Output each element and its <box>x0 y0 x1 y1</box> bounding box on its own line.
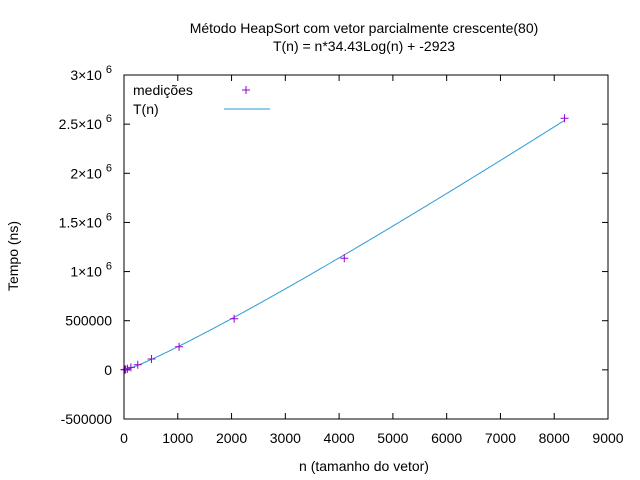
fit-line <box>123 119 565 371</box>
y-tick-label: 3×10 6 <box>70 64 112 83</box>
y-tick-mantissa: 1.5×10 <box>59 214 102 230</box>
y-tick-exponent: 6 <box>106 162 112 174</box>
y-tick-label: 2×10 6 <box>70 162 112 181</box>
x-tick-label: 5000 <box>377 430 408 446</box>
x-tick-label: 4000 <box>324 430 355 446</box>
x-tick-label: 8000 <box>539 430 570 446</box>
data-point <box>175 342 184 351</box>
axis-ticks <box>123 74 609 420</box>
y-tick-exponent: 6 <box>106 113 112 125</box>
data-point <box>121 365 130 374</box>
legend-marker-medicoes <box>242 86 250 94</box>
y-tick-mantissa: 3×10 <box>70 67 102 83</box>
data-point <box>147 355 156 364</box>
y-tick-label: 1×10 6 <box>70 261 112 280</box>
y-axis-label: Tempo (ns) <box>5 221 21 291</box>
legend-label-medicoes: medições <box>133 82 193 98</box>
y-tick-label: 1.5×10 6 <box>59 211 112 230</box>
x-tick-label: 6000 <box>431 430 462 446</box>
y-tick-exponent: 6 <box>106 211 112 223</box>
x-tick-label: 3000 <box>270 430 301 446</box>
data-point <box>133 360 142 369</box>
y-tick-exponent: 6 <box>106 64 112 76</box>
legend: medições T(n) <box>133 82 270 117</box>
x-axis-label: n (tamanho do vetor) <box>299 458 429 474</box>
y-tick-mantissa: 2.5×10 <box>59 116 102 132</box>
plot-frame <box>123 74 609 420</box>
x-tick-label: 1000 <box>162 430 193 446</box>
y-tick-label: -500000 <box>61 411 113 427</box>
legend-label-fit: T(n) <box>133 101 159 117</box>
y-tick-mantissa: 2×10 <box>70 165 102 181</box>
fit-line-series <box>123 119 565 371</box>
legend-plus-marker <box>242 86 250 94</box>
chart-title: Método HeapSort com vetor parcialmente c… <box>190 20 539 36</box>
x-tick-label: 9000 <box>592 430 623 446</box>
data-point <box>123 364 132 373</box>
data-point <box>126 363 135 372</box>
y-tick-label: 500000 <box>65 313 112 329</box>
measurement-series <box>120 114 569 374</box>
data-point <box>560 114 569 123</box>
x-tick-label: 2000 <box>216 430 247 446</box>
y-tick-label: 2.5×10 6 <box>59 113 112 132</box>
y-tick-label: 0 <box>104 362 112 378</box>
data-point <box>230 314 239 323</box>
chart-subtitle: T(n) = n*34.43Log(n) + -2923 <box>273 38 455 54</box>
x-tick-labels: 0 1000 2000 3000 4000 5000 6000 7000 8000 9000 <box>120 430 624 446</box>
data-point <box>340 254 349 263</box>
x-tick-label: 0 <box>120 430 128 446</box>
y-tick-exponent: 6 <box>106 261 112 273</box>
x-tick-label: 7000 <box>485 430 516 446</box>
y-tick-mantissa: 1×10 <box>70 264 102 280</box>
